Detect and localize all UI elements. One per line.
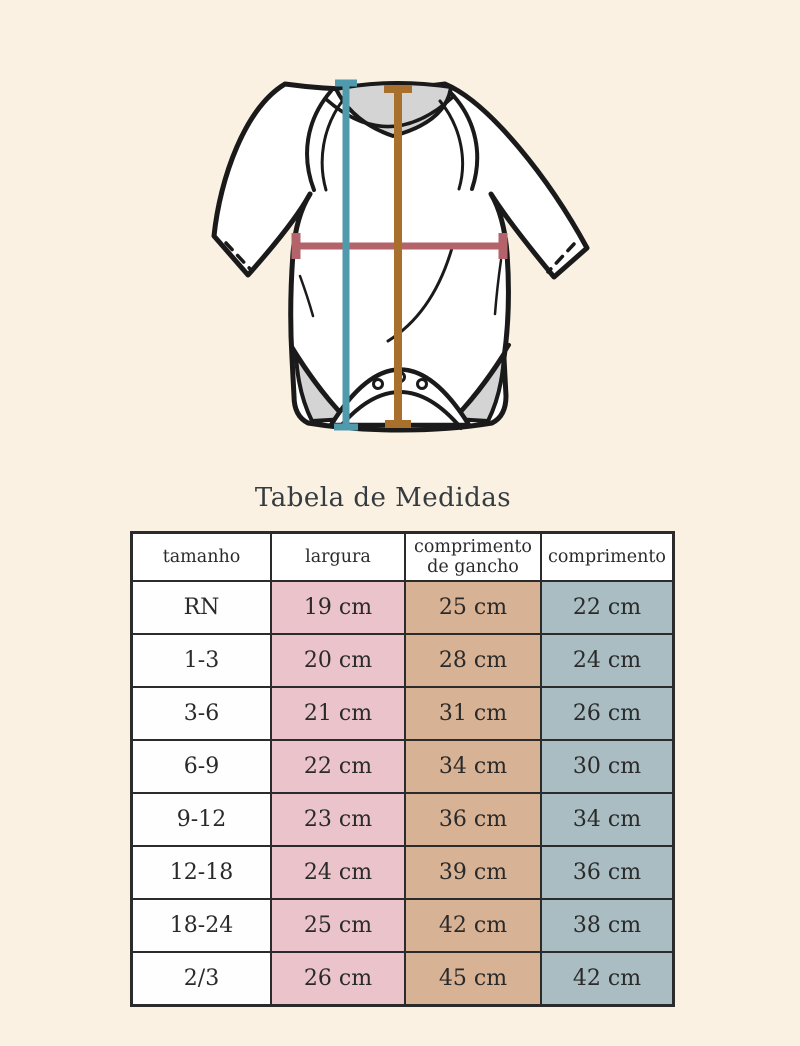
table-row: RN 19 cm 25 cm 22 cm (130, 580, 675, 635)
right-cuff-stitching (546, 242, 576, 274)
cell-size: 3-6 (130, 686, 272, 741)
table-row: 12-18 24 cm 39 cm 36 cm (130, 845, 675, 900)
table-header-row: tamanho largura comprimento de gancho co… (130, 531, 675, 582)
right-side-crease (493, 258, 503, 316)
cell-size: 18-24 (130, 898, 272, 953)
right-armhole-seam (448, 90, 480, 191)
table-row: 1-3 20 cm 28 cm 24 cm (130, 633, 675, 688)
cell-largura: 23 cm (270, 792, 406, 847)
measurements-table: tamanho largura comprimento de gancho co… (130, 531, 675, 1007)
table-row: 18-24 25 cm 42 cm 38 cm (130, 898, 675, 953)
bodysuit-illustration (211, 79, 590, 433)
neck-rim-line (325, 94, 456, 129)
cell-gancho: 42 cm (404, 898, 542, 953)
cell-largura: 26 cm (270, 951, 406, 1007)
cell-comprimento: 38 cm (540, 898, 675, 953)
cell-largura: 20 cm (270, 633, 406, 688)
cell-size: 1-3 (130, 633, 272, 688)
left-armhole-seam (305, 89, 333, 192)
table-row: 9-12 23 cm 36 cm 34 cm (130, 792, 675, 847)
cell-largura: 19 cm (270, 580, 406, 635)
table-row: 2/3 26 cm 45 cm 42 cm (130, 951, 675, 1007)
cell-comprimento: 30 cm (540, 739, 675, 794)
cell-largura: 21 cm (270, 686, 406, 741)
cell-gancho: 45 cm (404, 951, 542, 1007)
comprimento-line (334, 79, 358, 431)
cell-gancho: 39 cm (404, 845, 542, 900)
right-lap-seam (438, 99, 465, 191)
col-header-gancho: comprimento de gancho (404, 531, 542, 582)
cell-size: 9-12 (130, 792, 272, 847)
cell-comprimento: 22 cm (540, 580, 675, 635)
table-row: 3-6 21 cm 31 cm 26 cm (130, 686, 675, 741)
left-hip-crease (298, 274, 315, 318)
cell-size: 2/3 (130, 951, 272, 1007)
cell-gancho: 31 cm (404, 686, 542, 741)
table-row: 6-9 22 cm 34 cm 30 cm (130, 739, 675, 794)
cell-comprimento: 24 cm (540, 633, 675, 688)
left-lap-seam (320, 98, 345, 192)
cell-largura: 22 cm (270, 739, 406, 794)
cell-size: RN (130, 580, 272, 635)
cell-gancho: 28 cm (404, 633, 542, 688)
right-leg-binding (455, 343, 511, 417)
cell-largura: 24 cm (270, 845, 406, 900)
cell-size: 12-18 (130, 845, 272, 900)
cell-gancho: 36 cm (404, 792, 542, 847)
gancho-line (384, 85, 412, 428)
left-leg-binding (289, 343, 345, 417)
page-title: Tabela de Medidas (254, 483, 512, 513)
cell-size: 6-9 (130, 739, 272, 794)
cell-comprimento: 26 cm (540, 686, 675, 741)
cell-largura: 25 cm (270, 898, 406, 953)
cell-gancho: 25 cm (404, 580, 542, 635)
cell-gancho: 34 cm (404, 739, 542, 794)
cell-comprimento: 42 cm (540, 951, 675, 1007)
left-cuff-stitching (224, 241, 254, 273)
cell-comprimento: 36 cm (540, 845, 675, 900)
cell-comprimento: 34 cm (540, 792, 675, 847)
col-header-comprimento: comprimento (540, 531, 675, 582)
col-header-largura: largura (270, 531, 406, 582)
col-header-tamanho: tamanho (130, 531, 272, 582)
